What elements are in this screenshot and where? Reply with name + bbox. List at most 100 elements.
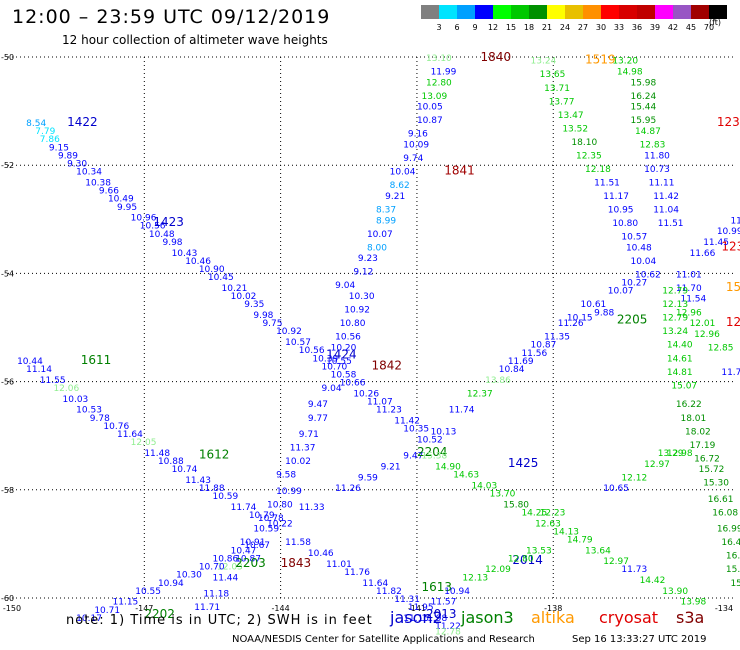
wave-height-label: 10.56 — [140, 222, 166, 232]
wave-height-label: 13.71 — [544, 84, 570, 94]
wave-height-label: 10.73 — [644, 165, 670, 175]
legend-cryosat: cryosat — [599, 608, 659, 627]
legend-swatch — [709, 5, 727, 19]
wave-height-label: 11.01 — [326, 560, 352, 570]
wave-height-label: 10.57 — [285, 338, 311, 348]
legend-swatch — [619, 5, 637, 19]
wave-height-label: 15.80 — [503, 500, 529, 510]
wave-height-label: 13.24 — [662, 327, 688, 337]
wave-height-label: 10.02 — [231, 292, 257, 302]
wave-height-label: 15.03 — [726, 565, 740, 575]
wave-height-label: 10.03 — [63, 395, 89, 405]
wave-height-label: 10.84 — [499, 365, 525, 375]
wave-height-label: 12.18 — [585, 165, 611, 175]
wave-height-label: 10.67 — [244, 541, 270, 551]
wave-height-label: 8.37 — [376, 205, 396, 215]
wave-height-label: 10.88 — [158, 457, 184, 467]
legend-tick-label: 70 — [703, 23, 715, 32]
pass-time-label: 1232 — [721, 239, 740, 253]
wave-height-label: 11.33 — [299, 503, 325, 513]
wave-height-label: 9.71 — [299, 430, 319, 440]
wave-height-label: 16.08 — [712, 508, 738, 518]
wave-height-label: 18.10 — [571, 138, 597, 148]
wave-height-label: 10.62 — [635, 270, 661, 280]
wave-height-label: 13.70 — [490, 490, 516, 500]
wave-height-label: 8.54 — [26, 119, 46, 129]
legend-tick-label: 27 — [577, 23, 589, 32]
y-tick-label: -50 — [1, 53, 14, 62]
legend-tick-label: 24 — [559, 23, 571, 32]
wave-height-label: 10.17 — [76, 614, 102, 624]
wave-height-label: 10.95 — [608, 205, 634, 215]
wave-height-label: 9.98 — [162, 238, 182, 248]
wave-height-label: 9.23 — [358, 254, 378, 264]
wave-height-label: 10.91 — [240, 538, 266, 548]
wave-height-label: 10.94 — [444, 587, 470, 597]
wave-height-label: 10.20 — [331, 343, 357, 353]
wave-height-label: 9.12 — [353, 268, 373, 278]
pass-time-label: 2204 — [417, 445, 448, 459]
wave-height-label: 11.54 — [680, 295, 706, 305]
wave-height-label: 11.95 — [408, 603, 434, 613]
wave-height-label: 14.98 — [617, 68, 643, 78]
pass-time-label: 1843 — [281, 556, 312, 570]
wave-height-label: 11.7 — [721, 368, 740, 378]
wave-height-label: 11.42 — [394, 416, 420, 426]
legend-altika: altika — [531, 608, 575, 627]
legend-tick-label: 33 — [613, 23, 625, 32]
wave-height-label: 10.66 — [340, 379, 366, 389]
wave-height-label: 10.30 — [176, 571, 202, 581]
wave-height-label: 11.82 — [376, 587, 402, 597]
pass-time-label: 1611 — [81, 353, 112, 367]
wave-height-label: 11.42 — [653, 192, 679, 202]
wave-height-label: 8.00 — [367, 243, 387, 253]
wave-height-label: 14.42 — [640, 576, 666, 586]
wave-height-label: 11.74 — [231, 503, 257, 513]
wave-height-label: 18.02 — [685, 427, 711, 437]
wave-height-label: 12.96 — [676, 308, 702, 318]
wave-height-label: 11.15 — [403, 614, 429, 624]
wave-height-label: 9.47 — [403, 452, 423, 462]
wave-height-label: 9.21 — [381, 462, 401, 472]
wave-height-label: 12.97 — [603, 557, 629, 567]
wave-height-label: 11.57 — [431, 598, 457, 608]
legend-swatch — [421, 5, 439, 19]
legend-jason2: jason2 — [390, 608, 443, 627]
x-tick-label: -147 — [135, 604, 153, 613]
x-tick-label: -150 — [3, 604, 21, 613]
legend-tick-label: 12 — [487, 23, 499, 32]
wave-height-label: 10.86 — [212, 554, 238, 564]
legend-tick-label: 15 — [505, 23, 517, 32]
legend-tick-label: 6 — [454, 23, 460, 32]
wave-height-label: 11.26 — [558, 319, 584, 329]
wave-height-label: 13.52 — [562, 124, 588, 134]
legend-swatch — [529, 5, 547, 19]
legend-swatch — [601, 5, 619, 19]
wave-height-label: 12.12 — [621, 473, 647, 483]
wave-height-label: 12.98 — [667, 449, 693, 459]
wave-height-label: 12.79 — [662, 314, 688, 324]
wave-height-label: 12.85 — [708, 343, 734, 353]
wave-height-label: 10.44 — [17, 357, 43, 367]
wave-height-label: 12.13 — [462, 573, 488, 583]
wave-height-label: 9.95 — [117, 203, 137, 213]
wave-height-label: 11.51 — [658, 219, 684, 229]
wave-height-label: 10.80 — [267, 500, 293, 510]
wave-height-label: 10.07 — [608, 287, 634, 297]
wave-height-label: 11.56 — [521, 349, 547, 359]
wave-height-label: 13.65 — [540, 70, 566, 80]
legend-swatch — [511, 5, 529, 19]
wave-height-label: 13.47 — [558, 111, 584, 121]
wave-height-label: 10.04 — [630, 257, 656, 267]
y-tick-label: -58 — [1, 486, 14, 495]
wave-height-label: 9.15 — [49, 143, 69, 153]
y-tick-label: -60 — [1, 594, 14, 603]
wave-height-label: 9.04 — [322, 384, 342, 394]
pass-time-label: 154 — [726, 280, 740, 294]
legend-s3a: s3a — [676, 608, 705, 627]
wave-height-label: 9.89 — [58, 151, 78, 161]
wave-height-label: 10.87 — [235, 554, 261, 564]
wave-height-label: 11.22 — [435, 622, 461, 632]
wave-height-label: 10.26 — [353, 389, 379, 399]
pass-time-label: 1425 — [508, 456, 539, 470]
